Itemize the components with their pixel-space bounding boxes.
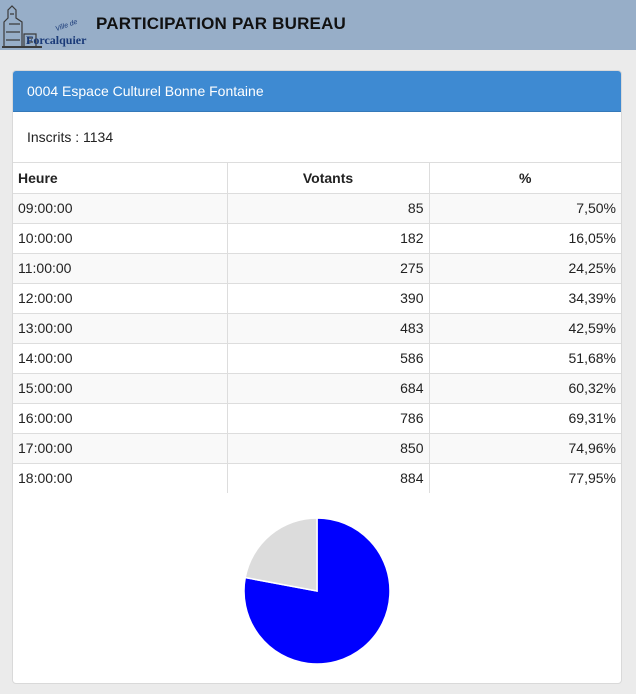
cell-percent: 74,96%: [429, 433, 621, 464]
cell-heure: 15:00:00: [13, 373, 228, 404]
table-row: 13:00:00 483 42,59%: [13, 313, 621, 344]
table-row: 09:00:00 85 7,50%: [13, 193, 621, 224]
cell-percent: 69,31%: [429, 403, 621, 434]
cell-heure: 16:00:00: [13, 403, 228, 434]
cell-votants: 850: [227, 433, 430, 464]
cell-heure: 11:00:00: [13, 253, 228, 284]
top-bar: Ville de Forcalquier PARTICIPATION PAR B…: [0, 0, 636, 50]
cell-heure: 18:00:00: [13, 463, 228, 493]
cell-heure: 12:00:00: [13, 283, 228, 314]
town-logo: Ville de Forcalquier: [0, 2, 90, 50]
participation-pie-chart: [243, 517, 391, 665]
cell-heure: 14:00:00: [13, 343, 228, 374]
cell-votants: 684: [227, 373, 430, 404]
table-row: 11:00:00 275 24,25%: [13, 253, 621, 284]
cell-heure: 10:00:00: [13, 223, 228, 254]
participation-table: Heure Votants % 09:00:00 85 7,50% 10:00:…: [13, 163, 621, 493]
cell-percent: 77,95%: [429, 463, 621, 493]
column-header-votants: Votants: [227, 163, 430, 194]
panel-title: 0004 Espace Culturel Bonne Fontaine: [13, 71, 621, 112]
column-header-heure: Heure: [13, 163, 228, 194]
cell-votants: 884: [227, 463, 430, 493]
cell-votants: 786: [227, 403, 430, 434]
pie-svg: [243, 517, 391, 665]
logo-text-big: Forcalquier: [26, 33, 87, 47]
table-row: 17:00:00 850 74,96%: [13, 433, 621, 464]
cell-votants: 390: [227, 283, 430, 314]
table-row: 15:00:00 684 60,32%: [13, 373, 621, 404]
cell-percent: 7,50%: [429, 193, 621, 224]
inscrits-count: Inscrits : 1134: [13, 112, 621, 163]
cell-votants: 483: [227, 313, 430, 344]
cell-votants: 85: [227, 193, 430, 224]
cell-heure: 13:00:00: [13, 313, 228, 344]
column-header-percent: %: [429, 163, 621, 194]
table-row: 12:00:00 390 34,39%: [13, 283, 621, 314]
bureau-panel: 0004 Espace Culturel Bonne Fontaine Insc…: [12, 70, 622, 684]
cell-votants: 182: [227, 223, 430, 254]
table-row: 10:00:00 182 16,05%: [13, 223, 621, 254]
cell-percent: 51,68%: [429, 343, 621, 374]
cell-percent: 24,25%: [429, 253, 621, 284]
cell-percent: 34,39%: [429, 283, 621, 314]
cell-votants: 275: [227, 253, 430, 284]
cell-heure: 09:00:00: [13, 193, 228, 224]
cell-heure: 17:00:00: [13, 433, 228, 464]
table-row: 18:00:00 884 77,95%: [13, 463, 621, 493]
table-row: 14:00:00 586 51,68%: [13, 343, 621, 374]
cell-percent: 42,59%: [429, 313, 621, 344]
cell-percent: 16,05%: [429, 223, 621, 254]
pie-slice-votants: [243, 517, 391, 665]
pie-slice-abstention: [244, 517, 318, 592]
table-header-row: Heure Votants %: [13, 163, 621, 194]
page-title: PARTICIPATION PAR BUREAU: [96, 14, 347, 33]
cell-percent: 60,32%: [429, 373, 621, 404]
table-row: 16:00:00 786 69,31%: [13, 403, 621, 434]
cell-votants: 586: [227, 343, 430, 374]
